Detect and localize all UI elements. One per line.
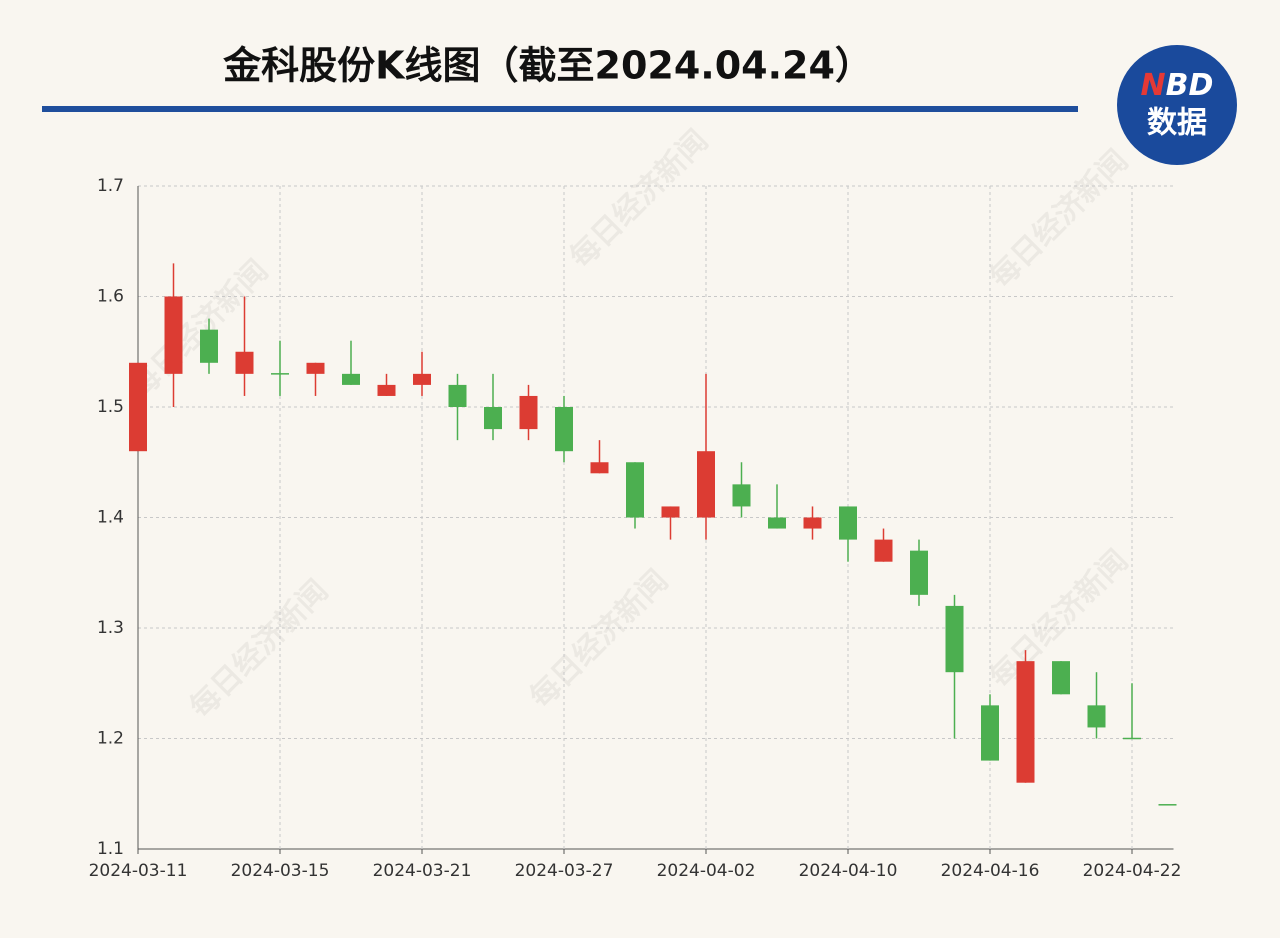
candle-body (448, 384, 467, 407)
candle-body (129, 362, 147, 452)
candle-body (626, 462, 644, 518)
candle-body (235, 351, 254, 374)
candle-body (732, 484, 751, 507)
x-tick-label: 2024-03-21 (373, 861, 472, 881)
candle-body (1087, 705, 1106, 728)
candle-body (803, 517, 822, 529)
y-tick-label: 1.6 (97, 287, 124, 307)
x-tick-label: 2024-03-27 (515, 861, 614, 881)
candle-body (342, 373, 360, 385)
candle-body (661, 506, 680, 518)
chart-title: 金科股份K线图（截至2024.04.24） (222, 44, 873, 88)
candle-body (1016, 661, 1035, 783)
candle-body (874, 539, 893, 562)
candle-body (697, 451, 715, 518)
candle-body (519, 395, 538, 430)
candle-body (1123, 737, 1141, 740)
y-tick-label: 1.7 (97, 176, 124, 196)
candle-body (1158, 804, 1177, 806)
x-tick-label: 2024-04-16 (941, 861, 1040, 881)
logo-label: 数据 (1147, 106, 1207, 141)
y-tick-label: 1.5 (97, 397, 124, 417)
title-rule (42, 106, 1078, 112)
y-tick-label: 1.2 (97, 729, 124, 749)
y-tick-label: 1.4 (97, 508, 124, 528)
candle-body (555, 407, 573, 452)
candle-body (164, 296, 183, 374)
y-tick-label: 1.3 (97, 618, 124, 638)
candle-body (271, 373, 289, 375)
x-tick-label: 2024-03-11 (89, 861, 188, 881)
x-tick-label: 2024-03-15 (231, 861, 330, 881)
candle-body (200, 329, 218, 363)
candle-body (306, 362, 325, 374)
candle-body (590, 462, 609, 474)
candle-body (910, 550, 928, 595)
x-tick-label: 2024-04-22 (1083, 861, 1182, 881)
candle-body (768, 517, 786, 529)
y-tick-label: 1.1 (97, 839, 124, 859)
candle-body (1052, 661, 1070, 695)
candle-body (484, 407, 502, 430)
x-tick-label: 2024-04-02 (657, 861, 756, 881)
candle-body (413, 373, 431, 385)
candle-body (945, 605, 964, 673)
logo (1117, 45, 1237, 165)
x-tick-label: 2024-04-10 (799, 861, 898, 881)
candle-body (839, 506, 857, 540)
logo-mark: NBD (1141, 68, 1214, 103)
candle-body (981, 705, 999, 761)
candle-body (377, 384, 396, 396)
